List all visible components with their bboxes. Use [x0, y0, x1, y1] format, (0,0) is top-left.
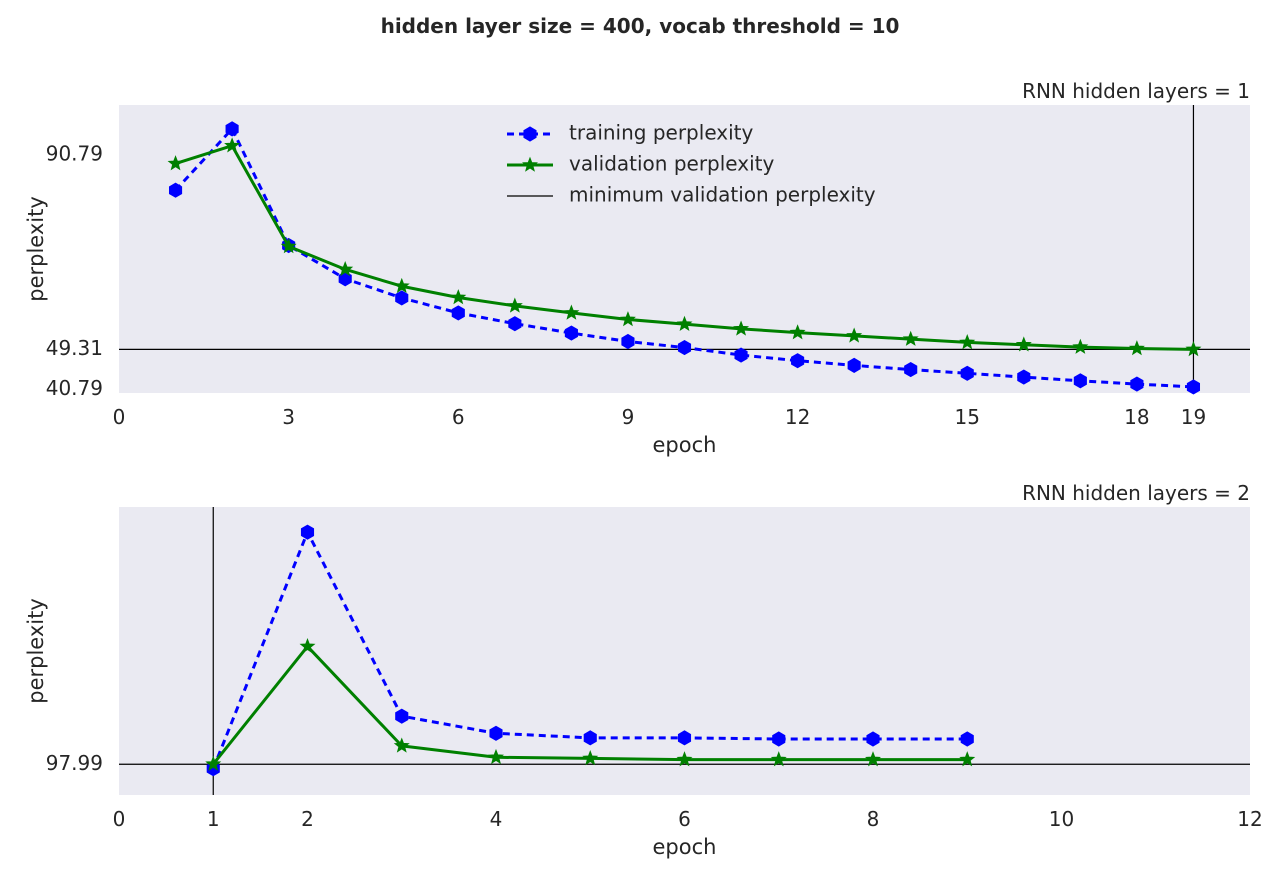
y-tick-label: 97.99: [46, 751, 103, 775]
y-tick-label: 40.79: [46, 376, 103, 400]
validation-point: [959, 334, 976, 350]
x-axis-label: epoch: [653, 835, 717, 859]
legend-training-marker: [523, 126, 537, 142]
training-point: [395, 708, 409, 724]
training-point: [1130, 376, 1144, 392]
training-point: [621, 333, 635, 350]
x-tick-label: 15: [955, 405, 980, 429]
x-tick-label: 3: [282, 405, 295, 429]
training-point: [847, 357, 861, 373]
validation-point: [393, 277, 410, 294]
x-tick-label: 4: [490, 807, 503, 831]
validation-point: [733, 320, 750, 336]
x-tick-label: 19: [1181, 405, 1206, 429]
validation-point: [619, 311, 636, 327]
training-point: [300, 524, 315, 540]
validation-point: [846, 327, 863, 343]
training-point: [1017, 369, 1031, 385]
x-tick-label: 6: [678, 807, 691, 831]
training-point: [564, 325, 578, 341]
training-point: [960, 731, 974, 747]
training-point: [225, 121, 239, 137]
y-tick-label: 90.79: [46, 142, 103, 166]
y-axis-label: perplexity: [24, 598, 48, 704]
validation-point: [1185, 341, 1202, 357]
validation-point: [1128, 340, 1145, 356]
x-tick-label: 18: [1124, 405, 1149, 429]
x-tick-label: 2: [301, 807, 314, 831]
y-tick-label: 49.31: [46, 336, 103, 360]
subplot-title: RNN hidden layers = 2: [1022, 481, 1250, 505]
x-axis-label: epoch: [653, 433, 717, 457]
training-point: [583, 730, 597, 746]
validation-point: [488, 748, 504, 765]
training-point: [1073, 373, 1087, 389]
subplot-title: RNN hidden layers = 1: [1022, 79, 1250, 103]
training-point: [677, 730, 692, 746]
x-tick-label: 12: [1237, 807, 1262, 831]
x-tick-label: 8: [867, 807, 880, 831]
training-point: [866, 731, 880, 747]
validation-point: [1072, 338, 1089, 354]
figure-title: hidden layer size = 400, vocab threshold…: [380, 14, 900, 38]
training-point: [338, 271, 352, 287]
training-point: [451, 305, 465, 321]
x-tick-label: 0: [113, 405, 126, 429]
validation-point: [676, 315, 693, 331]
training-point: [677, 340, 692, 356]
legend-validation-label: validation perplexity: [569, 152, 774, 176]
validation-point: [865, 751, 881, 767]
training-point: [508, 316, 522, 332]
training-point: [791, 353, 805, 369]
validation-point: [582, 750, 599, 766]
x-tick-label: 0: [113, 807, 126, 831]
training-point: [734, 347, 748, 363]
training-point: [395, 290, 409, 306]
training-point: [489, 725, 503, 741]
validation-point: [506, 297, 523, 313]
validation-point: [280, 238, 297, 254]
validation-point: [676, 751, 693, 767]
validation-point: [1015, 336, 1032, 352]
validation-point: [393, 737, 410, 753]
legend-validation-marker: [522, 156, 538, 172]
legend-minimum-label: minimum validation perplexity: [569, 183, 876, 207]
validation-point: [563, 304, 580, 320]
legend-training-label: training perplexity: [569, 121, 754, 145]
x-tick-label: 12: [785, 405, 810, 429]
validation-point: [450, 289, 467, 305]
x-tick-label: 9: [622, 405, 635, 429]
training-point: [1186, 379, 1201, 395]
training-point: [960, 365, 974, 381]
legend: training perplexity validation perplexity…: [507, 121, 876, 207]
validation-point: [770, 751, 787, 767]
validation-point: [167, 155, 184, 171]
validation-point: [299, 638, 316, 654]
training-point: [904, 362, 918, 378]
plot-area: [119, 507, 1250, 795]
subplot-2: RNN hidden layers = 20 1 2 4 6 8 10 1297.99epoc…: [24, 481, 1263, 859]
validation-point: [224, 137, 241, 153]
x-tick-label: 10: [1049, 807, 1074, 831]
training-point: [168, 182, 183, 198]
validation-point: [902, 330, 919, 346]
x-tick-label: 6: [452, 405, 465, 429]
validation-point: [205, 755, 222, 771]
validation-point: [789, 324, 806, 340]
y-axis-label: perplexity: [24, 196, 48, 302]
training-point: [772, 731, 786, 747]
validation-point: [959, 751, 976, 767]
subplot-1: RNN hidden layers = 1 0 3 6 9 12 15 18 19 40.79 49…: [24, 79, 1250, 457]
x-tick-label: 1: [207, 807, 220, 831]
validation-point: [337, 260, 354, 277]
